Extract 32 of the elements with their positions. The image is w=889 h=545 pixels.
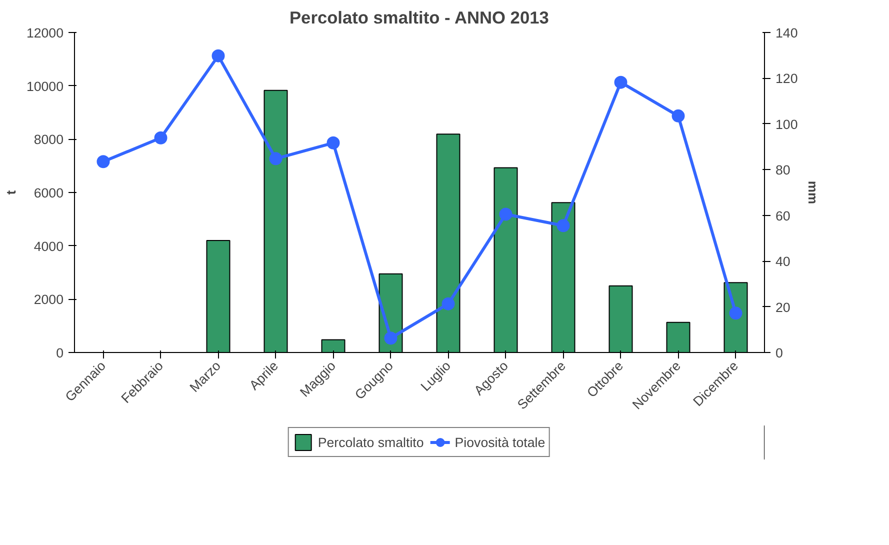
legend-label: Percolato smaltito: [318, 434, 424, 450]
point: [326, 136, 340, 150]
y2-tick-label: 80: [776, 162, 790, 178]
y-axis-title: t: [3, 190, 18, 195]
point: [729, 306, 742, 320]
legend-label: Piovosità totale: [454, 434, 546, 450]
y-tick-label: 12000: [26, 26, 64, 40]
point: [442, 297, 455, 310]
y-tick-label: 4000: [34, 238, 64, 254]
y2-tick-label: 40: [776, 254, 790, 270]
y2-tick-label: 60: [776, 208, 790, 224]
y-tick-label: 2000: [34, 292, 64, 308]
chart-title: Percolato smaltito - ANNO 2013: [290, 8, 550, 28]
y2-tick-label: 140: [776, 26, 798, 40]
y-tick-label: 6000: [34, 186, 64, 200]
y2-tick-label: 120: [776, 71, 798, 86]
point: [212, 49, 225, 62]
y-tick-label: 10000: [26, 78, 64, 94]
point: [154, 131, 168, 144]
point: [269, 152, 282, 166]
point: [499, 208, 512, 221]
y2-tick-label: 0: [776, 346, 783, 360]
y-tick-label: 0: [56, 346, 64, 360]
point: [384, 332, 398, 345]
y2-tick-label: 100: [776, 116, 798, 132]
point: [96, 155, 110, 168]
point: [614, 76, 628, 89]
point: [672, 109, 685, 122]
y-tick-label: 8000: [34, 132, 64, 148]
y2-axis-title: mm: [806, 180, 821, 204]
y2-tick-label: 20: [776, 300, 790, 315]
point: [556, 219, 570, 232]
